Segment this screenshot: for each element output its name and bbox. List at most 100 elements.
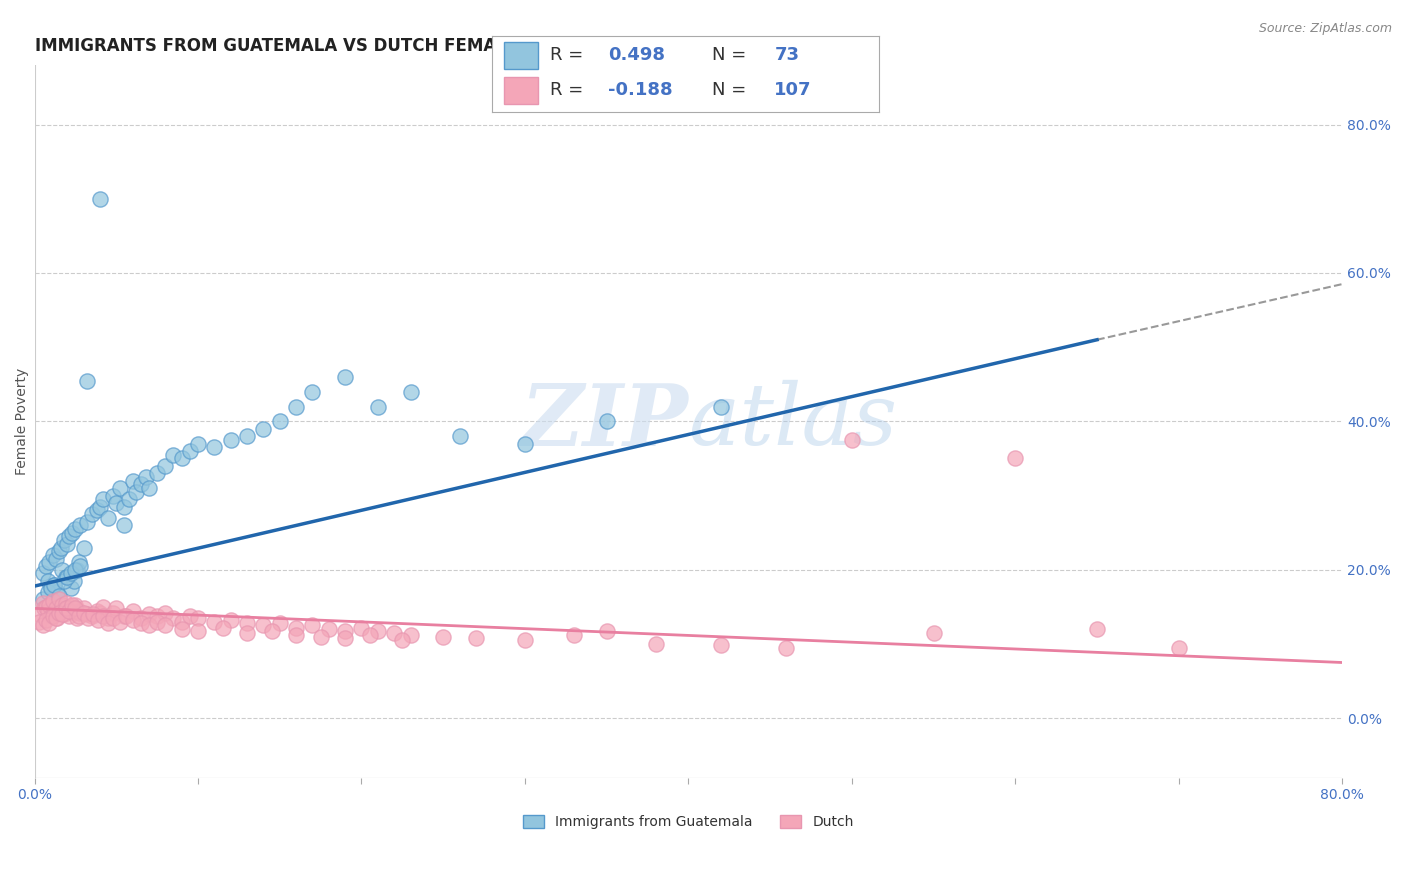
Point	[31, 618, 53, 632]
Text: R =: R =	[550, 46, 589, 64]
Point	[69, 559, 91, 574]
Point	[48, 606, 70, 620]
Text: N =: N =	[713, 81, 752, 99]
Point	[37, 585, 59, 599]
Point	[89, 606, 111, 620]
Point	[91, 608, 114, 623]
Point	[101, 606, 124, 620]
Point	[39, 608, 62, 623]
Point	[59, 582, 82, 596]
Point	[67, 604, 90, 618]
Point	[187, 436, 209, 450]
Point	[65, 563, 87, 577]
Point	[252, 422, 274, 436]
FancyBboxPatch shape	[503, 77, 538, 104]
Point	[710, 400, 733, 414]
Point	[72, 541, 94, 555]
Point	[146, 467, 169, 481]
Point	[391, 633, 413, 648]
Point	[513, 633, 536, 648]
Point	[595, 414, 617, 428]
Point	[53, 533, 76, 547]
Point	[1167, 640, 1189, 655]
Point	[35, 559, 58, 574]
Y-axis label: Female Poverty: Female Poverty	[15, 368, 30, 475]
Point	[66, 611, 89, 625]
Point	[359, 628, 381, 642]
Text: IMMIGRANTS FROM GUATEMALA VS DUTCH FEMALE POVERTY CORRELATION CHART: IMMIGRANTS FROM GUATEMALA VS DUTCH FEMAL…	[35, 37, 814, 55]
Point	[49, 604, 72, 618]
Point	[101, 489, 124, 503]
Point	[118, 492, 141, 507]
Point	[121, 604, 143, 618]
Point	[89, 500, 111, 514]
Point	[49, 541, 72, 555]
Point	[114, 500, 136, 514]
Point	[301, 384, 323, 399]
Point	[105, 601, 128, 615]
Point	[121, 474, 143, 488]
Point	[39, 582, 62, 596]
Point	[80, 608, 103, 623]
Point	[76, 515, 98, 529]
Point	[269, 616, 291, 631]
Point	[58, 529, 80, 543]
Point	[155, 606, 177, 620]
Point	[45, 611, 67, 625]
Point	[350, 621, 373, 635]
Point	[269, 414, 291, 428]
Point	[72, 601, 94, 615]
Point	[53, 607, 76, 622]
Point	[187, 611, 209, 625]
Point	[39, 582, 62, 596]
Point	[89, 192, 111, 206]
Point	[91, 492, 114, 507]
Point	[1004, 451, 1026, 466]
Point	[87, 613, 110, 627]
Point	[170, 615, 193, 629]
Point	[162, 448, 184, 462]
Point	[367, 400, 389, 414]
Point	[31, 592, 53, 607]
Point	[644, 637, 666, 651]
Point	[219, 613, 242, 627]
Point	[91, 599, 114, 614]
Point	[309, 630, 332, 644]
Point	[285, 621, 308, 635]
Point	[56, 601, 79, 615]
Point	[97, 511, 120, 525]
Point	[146, 608, 169, 623]
Point	[211, 621, 233, 635]
Text: ZIP: ZIP	[520, 380, 689, 463]
Point	[399, 384, 422, 399]
Point	[37, 604, 59, 618]
Point	[35, 599, 58, 614]
Point	[56, 537, 79, 551]
Point	[55, 596, 77, 610]
Point	[138, 481, 160, 495]
Point	[48, 589, 70, 603]
Point	[55, 570, 77, 584]
Point	[382, 625, 405, 640]
Point	[841, 433, 863, 447]
Point	[53, 574, 76, 588]
Point	[318, 622, 340, 636]
Point	[45, 551, 67, 566]
Point	[65, 601, 87, 615]
Point	[34, 601, 56, 615]
Point	[44, 577, 66, 591]
Point	[72, 606, 94, 620]
Point	[56, 570, 79, 584]
Point	[513, 436, 536, 450]
Point	[179, 608, 201, 623]
Point	[37, 574, 59, 588]
Point	[101, 611, 124, 625]
Point	[44, 577, 66, 591]
Point	[86, 503, 108, 517]
Point	[179, 444, 201, 458]
Point	[155, 618, 177, 632]
Point	[80, 507, 103, 521]
Point	[97, 611, 120, 625]
Text: -0.188: -0.188	[609, 81, 672, 99]
Point	[367, 624, 389, 638]
